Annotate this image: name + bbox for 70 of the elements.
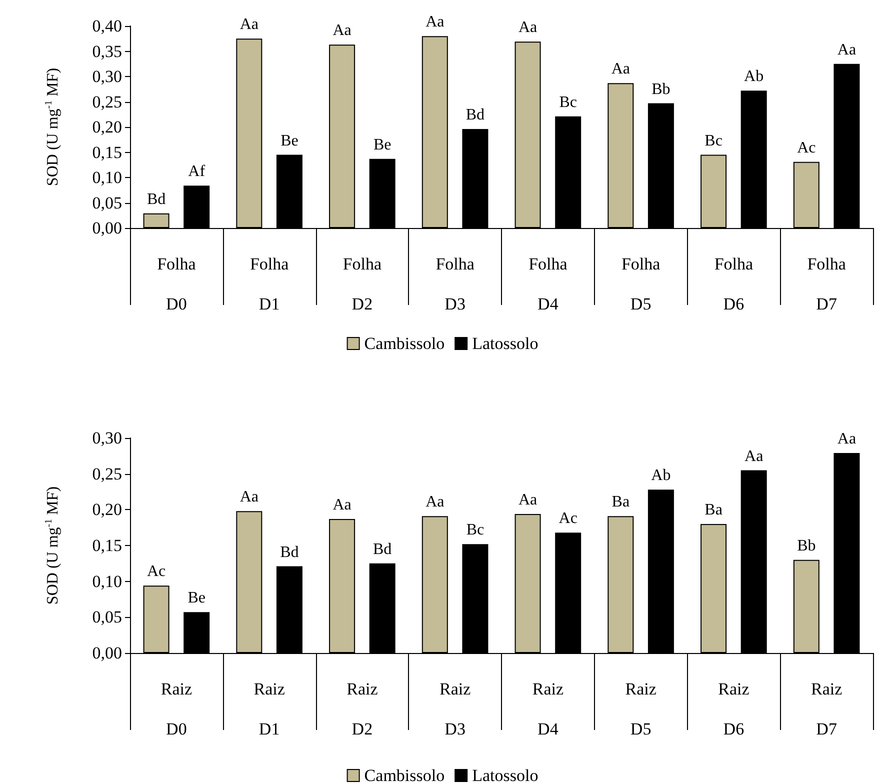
y-tick-label: 0,00 (92, 644, 122, 662)
legend-label: Latossolo (472, 766, 538, 784)
y-tick-label: 0,35 (92, 42, 122, 61)
category-label: Folha D7 (807, 254, 846, 314)
category-label: Folha D1 (250, 254, 289, 314)
y-tick-label: 0,05 (92, 608, 122, 627)
data-label: Aa (611, 60, 630, 78)
category-label: Raiz D2 (346, 680, 378, 738)
category-label: Raiz D3 (439, 680, 471, 738)
data-label: Bb (652, 80, 670, 98)
data-label: Bc (466, 522, 484, 539)
y-tick-label: 0,30 (92, 67, 122, 86)
data-label: Aa (837, 430, 856, 448)
data-label: Bd (466, 106, 485, 124)
legend-label: Latossolo (472, 334, 538, 353)
data-label: Bb (797, 537, 816, 554)
y-tick-label: 0,05 (92, 193, 122, 212)
y-tick-label: 0,20 (92, 118, 122, 136)
data-label: Be (373, 136, 392, 154)
data-label: Bc (704, 132, 722, 150)
y-tick-label: 0,25 (92, 464, 122, 484)
data-label: Ac (558, 510, 578, 528)
legend-label: Cambissolo (364, 766, 445, 784)
category-label: Folha D4 (528, 254, 568, 314)
data-label: Aa (332, 496, 352, 514)
y-tick-label: 0,10 (92, 168, 122, 187)
data-label: Aa (518, 491, 538, 508)
y-tick-label: 0,00 (92, 218, 122, 238)
y-tick-label: 0,25 (92, 92, 122, 112)
data-label: Aa (426, 494, 444, 511)
category-label: Raiz D5 (625, 680, 656, 738)
y-tick-label: 0,10 (92, 572, 122, 591)
data-label: Aa (744, 448, 764, 465)
category-label: Folha D6 (714, 254, 754, 314)
data-label: Ab (744, 68, 764, 86)
y-tick-label: 0,15 (92, 142, 122, 162)
y-axis-title: SOD (U mg-1 MF) (44, 486, 62, 605)
y-axis-title: SOD (U mg-1 MF) (44, 68, 62, 186)
y-tick-label: 0,15 (92, 536, 122, 555)
data-label: Ba (612, 494, 630, 511)
data-label: Ac (146, 563, 166, 580)
category-label: Folha D5 (621, 254, 660, 314)
category-label: Folha D2 (342, 254, 382, 314)
category-label: Raiz D1 (254, 680, 285, 738)
category-label: Folha D3 (436, 254, 474, 314)
data-label: Bd (280, 544, 299, 561)
data-label: Aa (837, 41, 856, 58)
data-label: Bd (373, 540, 392, 558)
y-tick-label: 0,40 (92, 16, 122, 36)
data-label: Aa (426, 14, 444, 31)
y-tick-label: 0,30 (92, 428, 122, 448)
data-label: Ac (797, 139, 816, 156)
data-label: Aa (332, 22, 352, 40)
category-label: Raiz D0 (160, 680, 192, 738)
category-label: Folha D0 (157, 254, 196, 314)
data-label: Ab (651, 467, 671, 484)
data-label: Aa (240, 16, 258, 34)
data-label: Bd (146, 190, 166, 208)
y-tick-label: 0,20 (92, 500, 122, 520)
category-label: Raiz D7 (810, 680, 842, 738)
data-label: Aa (240, 488, 258, 506)
category-label: Raiz D6 (718, 680, 750, 738)
legend-label: Cambissolo (364, 334, 445, 353)
data-label: Ba (704, 502, 722, 518)
data-label: Aa (518, 19, 538, 36)
data-label: Bc (559, 94, 577, 111)
category-label: Raiz D4 (532, 680, 564, 738)
data-label: Af (188, 163, 206, 180)
data-label: Be (280, 132, 298, 150)
data-label: Be (188, 590, 206, 607)
